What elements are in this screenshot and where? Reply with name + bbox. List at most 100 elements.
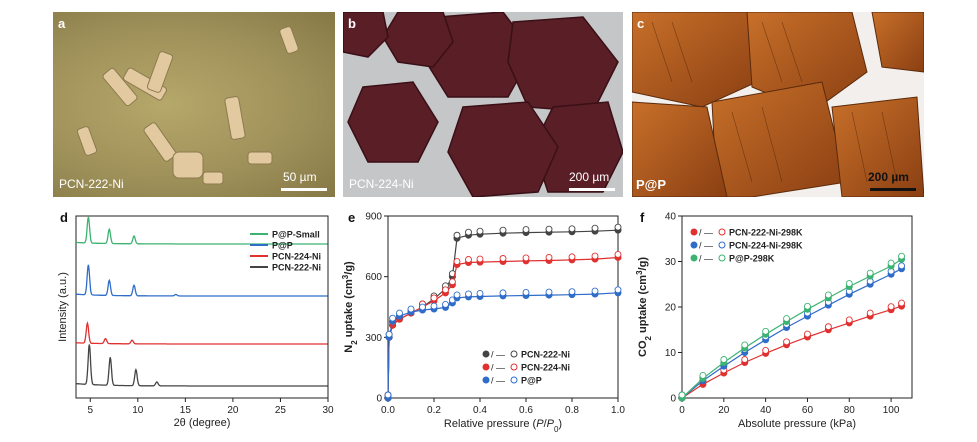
scale-label-c: 200 µm [868, 170, 909, 184]
n2-x-tick-label: 0.4 [473, 405, 487, 416]
n2-series-pcn-222-ni-desorption-point [499, 226, 507, 234]
co2-series-p-p-298k-desorption-point [762, 327, 770, 335]
n2-isotherm-chart: 0.0 0.2 0.4 0.6 0.8 1.0 0 300 600 900 Relative pre… [341, 212, 626, 434]
co2-series-p-p-298k-desorption-point [845, 280, 853, 287]
co2-y-tick-label: 40 [665, 212, 677, 223]
co2-series-pcn-222-ni-298k-line [681, 305, 902, 399]
n2-legend-separator: / — [491, 363, 505, 373]
co2-y-tick-label: 30 [665, 257, 677, 268]
co2-series-p-p-298k-desorption-point [887, 259, 895, 267]
co2-series-pcn-222-ni-298k-desorption-point [887, 303, 895, 311]
n2-series-p-p-desorption-point [389, 314, 397, 322]
co2-series-p-p-298k-line [681, 258, 902, 399]
n2-y-tick-label: 900 [365, 212, 382, 223]
panel-label-c: c [637, 16, 645, 31]
co2-series-pcn-222-ni-298k-desorption-point [824, 323, 832, 331]
n2-series-pcn-224-ni-desorption-point [614, 251, 622, 258]
n2-series-pcn-224-ni-desorption-point [545, 254, 553, 261]
co2-series-pcn-222-ni-298k-desorption-point [783, 338, 790, 346]
scale-bar-b [569, 188, 615, 191]
crystals-c-drawing [632, 12, 924, 197]
co2-legend-marker-open [718, 228, 726, 236]
n2-series-pcn-222-ni-desorption-point [568, 225, 576, 233]
co2-x-tick-label: 60 [802, 405, 814, 416]
n2-series-pcn-222-ni-desorption-point [465, 228, 472, 236]
n2-legend-label: P@P [521, 376, 542, 386]
n2-legend-marker-filled [482, 350, 490, 358]
xrd-x-axis-label: 2θ (degree) [174, 417, 231, 429]
co2-legend-marker-open [718, 254, 726, 262]
n2-series-pcn-222-ni-desorption-point [614, 223, 622, 231]
n2-x-tick-label: 0.2 [427, 405, 441, 416]
panel-label-a: a [58, 16, 66, 31]
n2-y-tick-label: 300 [365, 333, 382, 344]
xrd-x-tick-label: 25 [275, 405, 287, 416]
co2-x-tick-label: 80 [844, 405, 856, 416]
xrd-x-tick-label: 20 [227, 405, 239, 416]
n2-series-p-p-desorption-point [614, 286, 622, 294]
co2-x-tick-label: 20 [718, 405, 730, 416]
xrd-x-tick-label: 5 [87, 405, 93, 416]
co2-legend-marker-filled [690, 228, 698, 236]
n2-x-tick-label: 1.0 [611, 405, 625, 416]
n2-legend-marker-open [510, 376, 518, 384]
xrd-legend-label: PCN-224-Ni [272, 252, 321, 262]
micrograph-a: a PCN-222-Ni 50 µm [53, 12, 335, 197]
n2-series-pcn-222-ni-desorption-point [591, 224, 599, 232]
co2-legend-label: P@P-298K [729, 254, 775, 264]
n2-x-axis-label: Relative pressure (P/P0) [444, 418, 562, 434]
micrograph-b: b PCN-224-Ni 200 µm [343, 12, 623, 197]
n2-y-axis-label: N2 uptake (cm3/g) [341, 261, 359, 353]
n2-series-pcn-222-ni-desorption-point [476, 227, 484, 235]
n2-series-pcn-222-ni-desorption-point [453, 231, 461, 239]
co2-series-p-p-298k-desorption-point [783, 315, 790, 323]
xrd-x-tick-label: 15 [180, 405, 192, 416]
co2-legend-separator: / — [699, 254, 713, 264]
xrd-plot-frame [75, 215, 329, 399]
xrd-series-p-p [76, 264, 328, 297]
n2-series-pcn-222-ni-desorption-point [545, 225, 553, 233]
n2-series-pcn-224-ni-desorption-point [453, 258, 461, 265]
co2-series-p-p-298k-desorption-point [699, 371, 707, 379]
n2-series-p-p-desorption-point [419, 303, 426, 311]
n2-legend-marker-open [510, 350, 518, 358]
scale-label-a: 50 µm [283, 170, 317, 184]
micrograph-c: c P@P 200 µm [632, 12, 924, 197]
n2-series-p-p-desorption-point [385, 330, 393, 338]
n2-series-pcn-224-ni-desorption-point [591, 252, 599, 260]
n2-series-p-p-desorption-point [384, 391, 392, 399]
panel-label-d: d [60, 210, 68, 225]
co2-series-p-p-298k-desorption-point [898, 252, 905, 260]
crystals-a-drawing [76, 26, 299, 185]
n2-legend-label: PCN-222-Ni [521, 350, 570, 360]
co2-series-p-p-298k-desorption-point [741, 341, 749, 349]
caption-b: PCN-224-Ni [349, 177, 414, 191]
n2-legend-marker-open [510, 363, 518, 371]
n2-y-tick-label: 600 [365, 272, 382, 283]
n2-series-pcn-224-ni-desorption-point [522, 254, 530, 262]
n2-y-tick-label: 0 [376, 394, 382, 405]
co2-x-axis-label: Absolute pressure (kPa) [738, 418, 856, 430]
crystals-b-drawing [343, 12, 623, 197]
n2-series-p-p-desorption-point [396, 309, 403, 317]
co2-series-pcn-224-ni-298k-line [681, 268, 902, 399]
co2-legend-marker-filled [690, 241, 698, 249]
n2-series-p-p-desorption-point [499, 289, 507, 297]
xrd-series-pcn-222-ni [76, 344, 328, 387]
xrd-series-pcn-224-ni [76, 321, 328, 345]
scale-bar-a [281, 188, 327, 191]
n2-series-p-p-desorption-point [465, 290, 472, 298]
caption-a: PCN-222-Ni [59, 177, 124, 191]
n2-legend-separator: / — [491, 376, 505, 386]
xrd-series-p-p-small [75, 216, 328, 245]
xrd-x-tick-label: 30 [322, 405, 334, 416]
n2-x-tick-label: 0.8 [565, 405, 579, 416]
xrd-x-tick-label: 10 [132, 405, 144, 416]
panel-label-e: e [348, 210, 356, 225]
co2-uptake-chart: 0 20 40 60 80 100 0 10 20 30 40 Absolute pressure (… [635, 212, 913, 430]
co2-series-p-p-298k-desorption-point [804, 302, 811, 310]
n2-legend-separator: / — [491, 350, 505, 360]
co2-series-pcn-222-ni-298k-desorption-point [741, 356, 749, 363]
n2-series-pcn-224-ni-desorption-point [430, 294, 438, 302]
panel-label-f: f [640, 210, 645, 225]
